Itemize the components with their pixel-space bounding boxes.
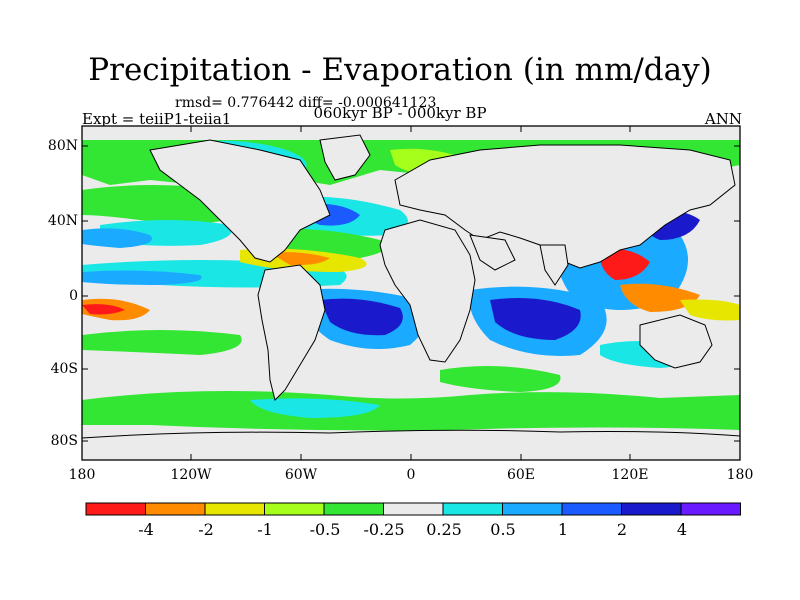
field-cpac-yellow	[680, 299, 740, 321]
colorbar-swatch	[442, 502, 503, 516]
field-spac-green	[82, 330, 242, 355]
colorbar-swatch	[264, 502, 325, 516]
colorbar-label-5: 0.25	[426, 520, 462, 539]
land-arabia	[469, 234, 516, 271]
field-wp-orange	[620, 283, 700, 312]
colorbar-label-6: 0.5	[490, 520, 516, 539]
plot-title: Precipitation - Evaporation (in mm/day)	[88, 52, 712, 88]
land-antarctica	[82, 429, 740, 460]
lat-label-40n: 40N	[47, 213, 78, 229]
field-atlantic-orange	[270, 252, 330, 266]
field-wp-red	[599, 248, 650, 280]
lon-label-60w: 60W	[284, 467, 318, 483]
land-north-america	[149, 139, 331, 263]
field-io-darkblue	[490, 297, 581, 340]
colorbar-swatch	[680, 502, 741, 516]
colorbar-swatch	[621, 502, 682, 516]
land-africa	[379, 219, 476, 363]
colorbar-label-9: 4	[676, 520, 688, 539]
field-sind-green	[440, 366, 561, 392]
lat-label-40s: 40S	[50, 361, 78, 377]
season-label: ANN	[704, 110, 742, 128]
experiment-label: Expt = teiiP1-teiia1	[82, 110, 232, 128]
map-ticks	[82, 126, 740, 460]
field-southern-cyan	[250, 398, 380, 418]
field-npac-blue	[82, 228, 152, 248]
lon-label-120e: 120E	[611, 467, 649, 483]
lon-label-60e: 60E	[506, 467, 536, 483]
colorbar-swatch	[145, 502, 206, 516]
colorbar-label-7: 1	[557, 520, 569, 539]
colorbar-swatch	[85, 502, 146, 516]
land-india	[539, 244, 569, 286]
coastlines	[82, 134, 740, 460]
land-australia	[639, 314, 713, 369]
colorbar-label-0: -4	[138, 520, 154, 539]
lat-label-80s: 80S	[50, 433, 78, 449]
stats-line: rmsd= 0.776442 diff= -0.000641123	[175, 95, 437, 111]
period-label: 060kyr BP - 000kyr BP	[313, 104, 487, 122]
lat-label-80n: 80N	[47, 138, 78, 154]
colorbar-label-3: -0.5	[309, 520, 341, 539]
field-layer	[82, 126, 740, 460]
colorbar-swatch	[561, 502, 622, 516]
lon-label-180e: 180	[726, 467, 754, 483]
field-satl-darkblue	[320, 298, 403, 336]
field-itcz-blue	[82, 270, 202, 285]
colorbar	[85, 502, 741, 516]
field-epac-red	[82, 304, 125, 315]
colorbar-swatch	[502, 502, 563, 516]
colorbar-label-1: -2	[198, 520, 214, 539]
colorbar-swatch	[323, 502, 384, 516]
colorbar-label-8: 2	[616, 520, 628, 539]
colorbar-label-4: -0.25	[363, 520, 405, 539]
land-greenland	[319, 134, 371, 181]
colorbar-swatch	[383, 502, 444, 516]
lon-label-120w: 120W	[170, 467, 212, 483]
land-south-america	[257, 264, 326, 401]
lon-label-0: 0	[406, 467, 416, 483]
colorbar-swatch	[204, 502, 265, 516]
colorbar-label-2: -1	[257, 520, 273, 539]
lon-label-180w: 180	[68, 467, 96, 483]
field-southern-ocean-green	[82, 391, 740, 431]
lat-label-eq: 0	[69, 288, 78, 304]
